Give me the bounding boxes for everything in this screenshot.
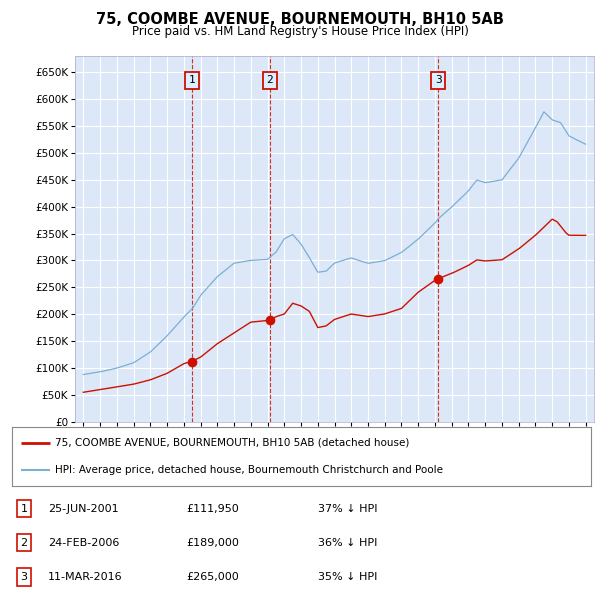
Text: 11-MAR-2016: 11-MAR-2016	[48, 572, 122, 582]
Text: £265,000: £265,000	[186, 572, 239, 582]
Text: 25-JUN-2001: 25-JUN-2001	[48, 504, 119, 513]
Text: £111,950: £111,950	[186, 504, 239, 513]
Text: 3: 3	[20, 572, 28, 582]
Text: 75, COOMBE AVENUE, BOURNEMOUTH, BH10 5AB: 75, COOMBE AVENUE, BOURNEMOUTH, BH10 5AB	[96, 12, 504, 27]
Text: 1: 1	[20, 504, 28, 513]
Text: 75, COOMBE AVENUE, BOURNEMOUTH, BH10 5AB (detached house): 75, COOMBE AVENUE, BOURNEMOUTH, BH10 5AB…	[55, 438, 410, 447]
Text: 35% ↓ HPI: 35% ↓ HPI	[318, 572, 377, 582]
Text: £189,000: £189,000	[186, 538, 239, 548]
Text: HPI: Average price, detached house, Bournemouth Christchurch and Poole: HPI: Average price, detached house, Bour…	[55, 465, 443, 474]
Text: 36% ↓ HPI: 36% ↓ HPI	[318, 538, 377, 548]
Text: 2: 2	[266, 76, 273, 86]
Text: Price paid vs. HM Land Registry's House Price Index (HPI): Price paid vs. HM Land Registry's House …	[131, 25, 469, 38]
Text: 2: 2	[20, 538, 28, 548]
Text: 37% ↓ HPI: 37% ↓ HPI	[318, 504, 377, 513]
Text: 24-FEB-2006: 24-FEB-2006	[48, 538, 119, 548]
Text: 1: 1	[188, 76, 195, 86]
Text: 3: 3	[435, 76, 442, 86]
